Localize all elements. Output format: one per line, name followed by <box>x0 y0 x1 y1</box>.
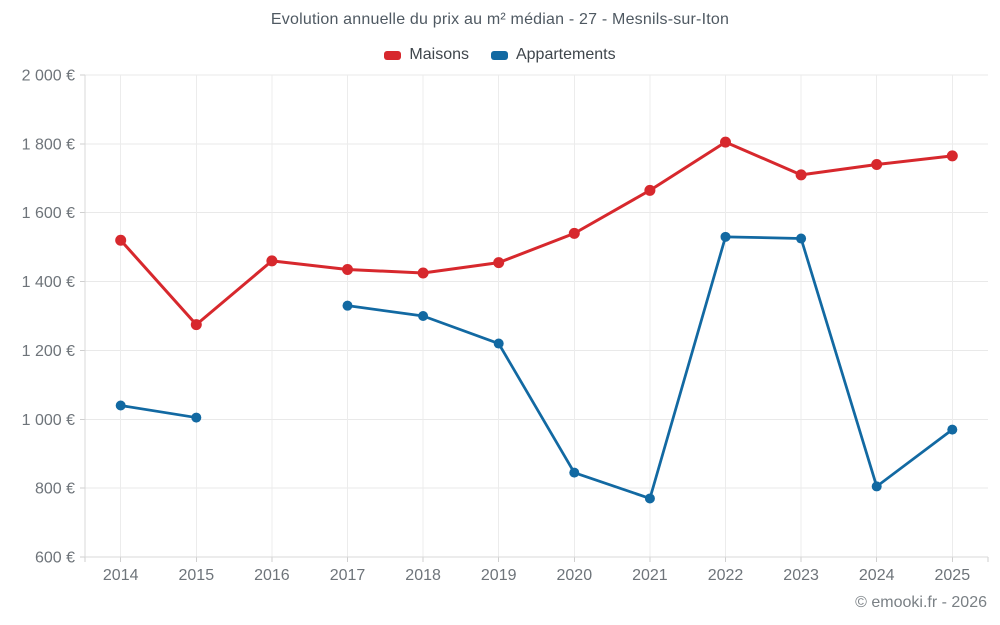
appartements-point-2021 <box>644 493 655 504</box>
copyright-text: © emooki.fr - 2026 <box>855 594 987 611</box>
appartements-point-2017 <box>342 300 353 311</box>
maisons-point-2022 <box>720 136 731 148</box>
maisons-point-2025 <box>946 150 958 162</box>
y-tick-label: 600 € <box>35 550 75 567</box>
appartements-point-2020 <box>569 467 580 478</box>
x-tick-label: 2014 <box>103 567 139 584</box>
maisons-point-2016 <box>266 255 278 267</box>
maisons-point-2019 <box>493 257 505 269</box>
y-tick-label: 1 600 € <box>22 205 75 222</box>
appartements-point-2025 <box>947 424 958 435</box>
x-tick-label: 2017 <box>330 567 366 584</box>
maisons-point-2015 <box>190 319 202 331</box>
maisons-point-2017 <box>342 264 353 276</box>
y-tick-label: 1 800 € <box>22 136 75 153</box>
legend-item-appartements[interactable]: Appartements <box>490 46 616 64</box>
legend-item-maisons[interactable]: Maisons <box>384 46 469 64</box>
x-tick-label: 2021 <box>632 567 668 584</box>
chart-title: Evolution annuelle du prix au m² médian … <box>270 11 730 28</box>
maisons-point-2023 <box>795 169 807 181</box>
y-tick-label: 1 200 € <box>22 343 75 360</box>
x-tick-label: 2019 <box>481 567 517 584</box>
appartements-point-2023 <box>796 233 807 244</box>
legend: Maisons Appartements <box>0 46 1000 64</box>
legend-label-appartements: Appartements <box>515 46 616 63</box>
appartements-point-2024 <box>871 481 882 492</box>
appartements-point-2015 <box>191 412 202 423</box>
x-tick-label: 2022 <box>708 567 744 584</box>
y-tick-label: 1 400 € <box>22 274 75 291</box>
x-tick-label: 2025 <box>935 567 971 584</box>
appartements-line <box>119 404 198 419</box>
x-tick-label: 2024 <box>859 567 895 584</box>
maisons-point-2021 <box>644 184 656 196</box>
y-tick-label: 800 € <box>35 481 75 498</box>
appartements-point-2018 <box>418 311 429 321</box>
appartements-point-2022 <box>720 231 731 242</box>
x-tick-label: 2023 <box>783 567 819 584</box>
x-tick-label: 2020 <box>557 567 593 584</box>
maisons-point-2024 <box>871 159 883 171</box>
maisons-line <box>119 140 954 327</box>
legend-label-maisons: Maisons <box>409 46 469 63</box>
y-tick-label: 2 000 € <box>22 68 75 85</box>
x-tick-label: 2018 <box>405 567 441 584</box>
maisons-point-2018 <box>417 267 429 279</box>
legend-swatch-maisons-icon <box>384 50 402 60</box>
appartements-point-2014 <box>115 400 126 411</box>
maisons-point-2020 <box>568 227 580 239</box>
y-tick-label: 1 000 € <box>22 412 75 429</box>
maisons-point-2014 <box>115 234 127 246</box>
legend-swatch-appartements-icon <box>490 50 508 60</box>
x-tick-label: 2016 <box>254 567 290 584</box>
x-tick-label: 2015 <box>179 567 215 584</box>
appartements-point-2019 <box>493 338 504 349</box>
